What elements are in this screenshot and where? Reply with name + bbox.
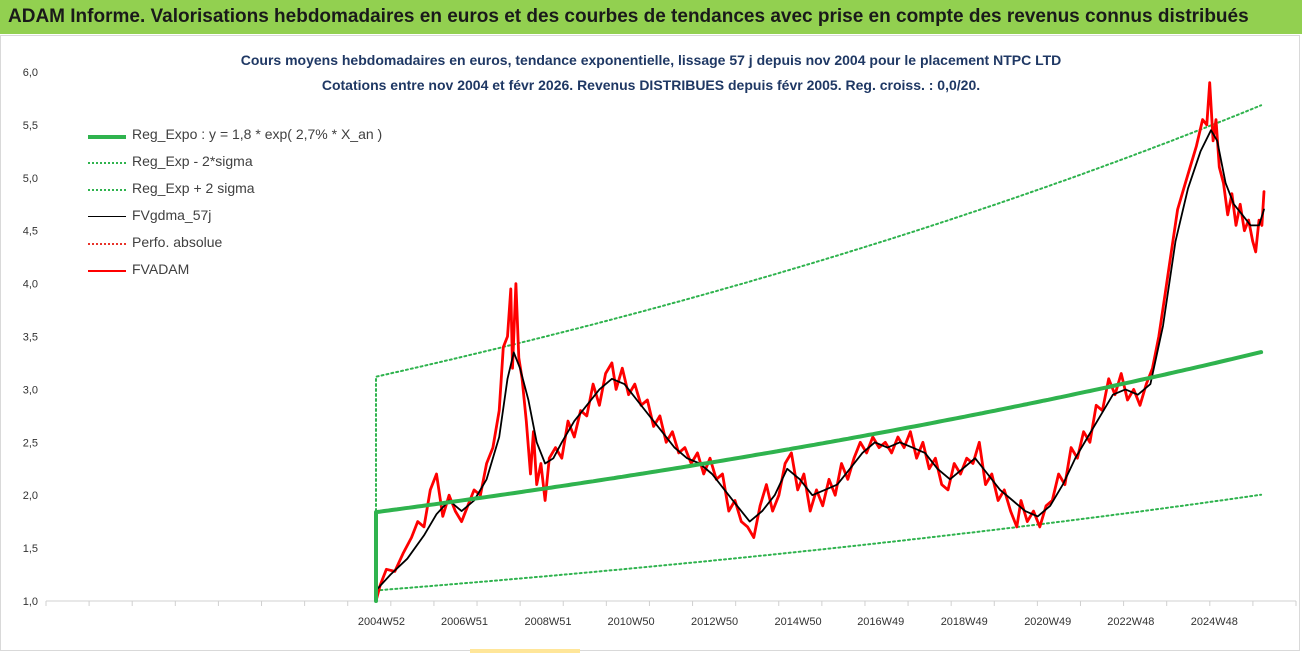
chart-area <box>0 35 1300 651</box>
y-tick-label: 6,0 <box>23 67 38 79</box>
y-tick-label: 1,0 <box>23 596 38 608</box>
x-tick-label: 2018W49 <box>941 616 988 628</box>
legend-label: Reg_Expo : y = 1,8 * exp( 2,7% * X_an ) <box>132 126 383 142</box>
x-tick-label: 2024W48 <box>1191 616 1238 628</box>
legend-label: Perfo. absolue <box>132 234 223 250</box>
y-tick-label: 5,0 <box>23 173 38 185</box>
report-title: ADAM Informe. Valorisations hebdomadaire… <box>8 6 1249 27</box>
legend-swatch <box>88 189 126 191</box>
series-line-reg-exp-2-sigma <box>375 493 1263 602</box>
x-tick-label: 2022W48 <box>1107 616 1154 628</box>
legend-label: FVADAM <box>132 261 190 277</box>
x-tick-label: 2008W51 <box>524 616 571 628</box>
report-banner: ADAM Informe. Valorisations hebdomadaire… <box>0 0 1302 34</box>
x-tick-label: 2006W51 <box>441 616 488 628</box>
y-tick-label: 4,5 <box>23 226 38 238</box>
legend-swatch <box>88 243 126 245</box>
series-line-reg-exp-2-sigma <box>375 104 1263 602</box>
legend-label: Reg_Exp - 2*sigma <box>132 153 253 169</box>
legend-swatch <box>88 270 126 272</box>
chart-title: Cours moyens hebdomadaires en euros, ten… <box>240 52 1062 68</box>
legend-swatch <box>88 216 126 217</box>
y-tick-label: 2,0 <box>23 490 38 502</box>
series-line-fvadam <box>374 81 1266 603</box>
y-tick-label: 4,0 <box>23 279 38 291</box>
y-tick-label: 1,5 <box>23 543 38 555</box>
x-tick-label: 2010W50 <box>608 616 655 628</box>
x-tick-label: 2014W50 <box>775 616 822 628</box>
y-tick-label: 3,5 <box>23 332 38 344</box>
y-tick-label: 5,5 <box>23 120 38 132</box>
y-tick-label: 3,0 <box>23 384 38 396</box>
x-tick-label: 2020W49 <box>1024 616 1071 628</box>
series-line-fvgdma-57j <box>375 129 1265 592</box>
legend-label: Reg_Exp + 2 sigma <box>132 180 255 196</box>
sheet-tab-indicator <box>470 649 580 653</box>
x-tick-label: 2012W50 <box>691 616 738 628</box>
legend-swatch <box>88 135 126 139</box>
y-tick-label: 2,5 <box>23 437 38 449</box>
chart-subtitle: Cotations entre nov 2004 et févr 2026. R… <box>321 77 981 93</box>
series-line-reg-expo-y-1-8-exp-2-7-x-an <box>374 350 1264 603</box>
legend-swatch <box>88 162 126 164</box>
x-tick-label: 2004W52 <box>358 616 405 628</box>
legend-label: FVgdma_57j <box>132 207 212 223</box>
x-tick-label: 2016W49 <box>857 616 904 628</box>
